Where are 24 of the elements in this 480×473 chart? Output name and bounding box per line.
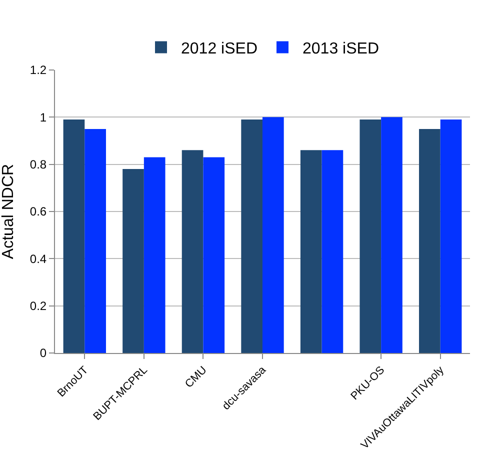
y-tick-label: 0.8 [30,158,47,172]
bar [144,157,166,353]
bar [419,128,440,353]
y-tick-label: 1 [40,110,47,124]
y-tick-label: 0 [40,346,47,360]
y-axis-title: Actual NDCR [0,164,17,260]
bar [300,150,322,353]
bar [440,120,462,353]
y-tick-label: 0.6 [30,204,47,219]
y-tick-label: 0.2 [30,299,47,314]
bar [241,120,262,353]
bar [322,150,344,353]
bar [262,117,284,353]
bar [381,117,402,353]
y-tick-label: 1.2 [30,63,47,78]
bar [122,169,144,353]
bar [360,120,382,353]
bar [203,157,225,353]
bar [84,128,106,353]
legend-label: 2012 iSED [181,40,258,58]
legend-label: 2013 iSED [302,40,379,58]
bar [63,120,85,353]
bar [182,150,204,353]
y-tick-label: 0.4 [30,252,47,266]
